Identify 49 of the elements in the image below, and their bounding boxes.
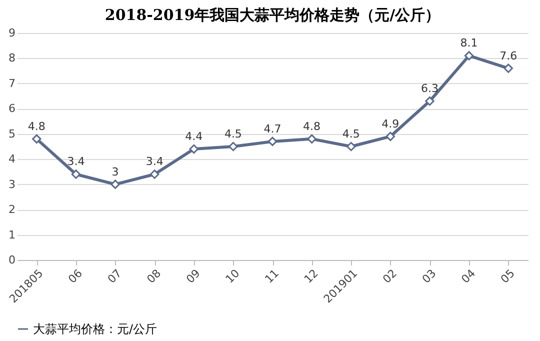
legend-label: 大蒜平均价格：元/公斤 xyxy=(33,322,158,336)
x-tick-label: 02 xyxy=(380,266,400,286)
x-tick-label: 04 xyxy=(458,266,478,286)
point xyxy=(464,51,474,60)
x-tick-label: 11 xyxy=(262,266,282,286)
point xyxy=(189,144,199,154)
point xyxy=(346,142,356,152)
point xyxy=(150,170,160,179)
x-tick-label: 08 xyxy=(144,266,164,286)
y-tick-label: 2 xyxy=(8,203,16,216)
point xyxy=(307,134,316,144)
y-tick-label: 3 xyxy=(8,178,16,191)
point xyxy=(425,96,434,106)
data-label: 4.9 xyxy=(382,117,400,130)
y-tick-label: 6 xyxy=(8,102,16,116)
data-label: 7.6 xyxy=(500,49,518,62)
y-tick-label: 9 xyxy=(8,26,16,40)
x-tick-label: 05 xyxy=(498,266,518,286)
data-label: 4.5 xyxy=(342,128,360,140)
data-label: 8.1 xyxy=(460,36,478,50)
point xyxy=(504,64,513,73)
data-label: 4.7 xyxy=(264,122,282,136)
chart-title: 2018-2019年我国大蒜平均价格走势（元/公斤） xyxy=(104,6,440,24)
x-tick-label: 07 xyxy=(105,266,124,286)
y-tick-label: 7 xyxy=(8,76,16,90)
x-tick-label: 06 xyxy=(66,266,85,286)
point xyxy=(386,132,396,142)
x-tick-label: 12 xyxy=(302,266,321,286)
y-tick-label: 0 xyxy=(8,254,16,266)
point xyxy=(32,134,42,144)
data-label: 3.4 xyxy=(146,155,164,168)
point xyxy=(110,180,120,189)
x-tick-label: 03 xyxy=(420,266,439,286)
y-tick-label: 8 xyxy=(8,52,16,65)
x-tick-label: 10 xyxy=(223,266,242,286)
point xyxy=(71,170,81,179)
data-label: 3.4 xyxy=(67,155,85,168)
y-tick-label: 4 xyxy=(8,152,16,166)
data-label: 4.8 xyxy=(303,120,321,133)
data-label: 3 xyxy=(112,165,119,178)
data-label: 4.8 xyxy=(28,120,46,133)
y-tick-label: 5 xyxy=(8,127,16,140)
y-tick-label: 1 xyxy=(8,228,16,242)
data-label: 4.4 xyxy=(185,130,203,144)
data-label: 4.5 xyxy=(224,128,242,140)
point xyxy=(228,142,238,152)
point xyxy=(268,136,278,146)
data-label: 6.3 xyxy=(420,82,438,96)
x-tick-label: 09 xyxy=(184,266,203,286)
